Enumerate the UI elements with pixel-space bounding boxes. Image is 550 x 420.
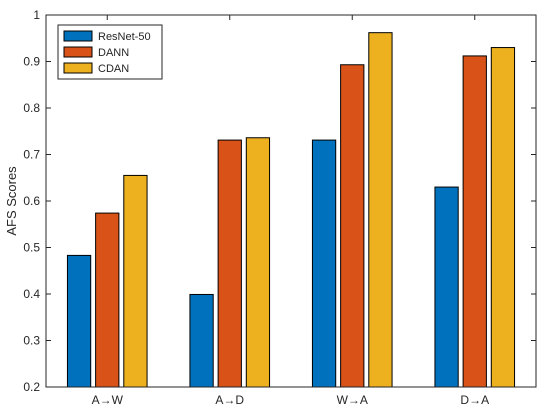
legend-label: CDAN [98,63,129,75]
legend: ResNet-50 DANN CDAN [57,24,163,80]
x-tick-label: W→A [337,393,368,407]
bar-cdan-4 [490,47,516,388]
y-tick-label: 0.5 [23,241,40,255]
y-tick-label: 0.6 [23,194,40,208]
x-tick-label: D→A [460,393,489,407]
bar-dann-4 [462,55,487,388]
y-tick-label: 0.8 [23,101,40,115]
bar-resnet-50-1 [66,254,92,388]
bar-cdan-3 [368,32,393,388]
y-tick-label: 1 [33,8,40,22]
legend-label: DANN [98,47,129,59]
y-tick-label: 0.2 [23,380,40,394]
bar-dann-1 [95,212,120,388]
x-tick-label: A→W [92,393,124,407]
legend-swatch [63,62,93,74]
legend-swatch [63,46,93,58]
legend-label: ResNet-50 [98,31,151,43]
bars-layer [66,32,516,388]
bar-cdan-1 [123,174,148,388]
y-tick-label: 0.4 [23,287,40,301]
bar-dann-2 [217,139,242,388]
legend-swatch [63,30,93,42]
y-axis-label: AFS Scores [4,166,19,236]
plot-area-frame [45,14,537,388]
bar-resnet-50-4 [434,186,459,388]
bar-resnet-50-2 [189,293,214,388]
bar-resnet-50-3 [311,139,337,388]
x-tick-label: A→D [215,393,244,407]
bar-dann-3 [340,64,365,388]
y-tick-label: 0.9 [23,55,40,69]
tick-layer: 0.2 0.3 0.4 0.5 0.6 0.7 0.8 0.9 1 A→W A→D W→A D→A [23,8,536,407]
y-tick-label: 0.7 [23,148,40,162]
y-tick-label: 0.3 [23,334,40,348]
bar-cdan-2 [245,137,271,388]
